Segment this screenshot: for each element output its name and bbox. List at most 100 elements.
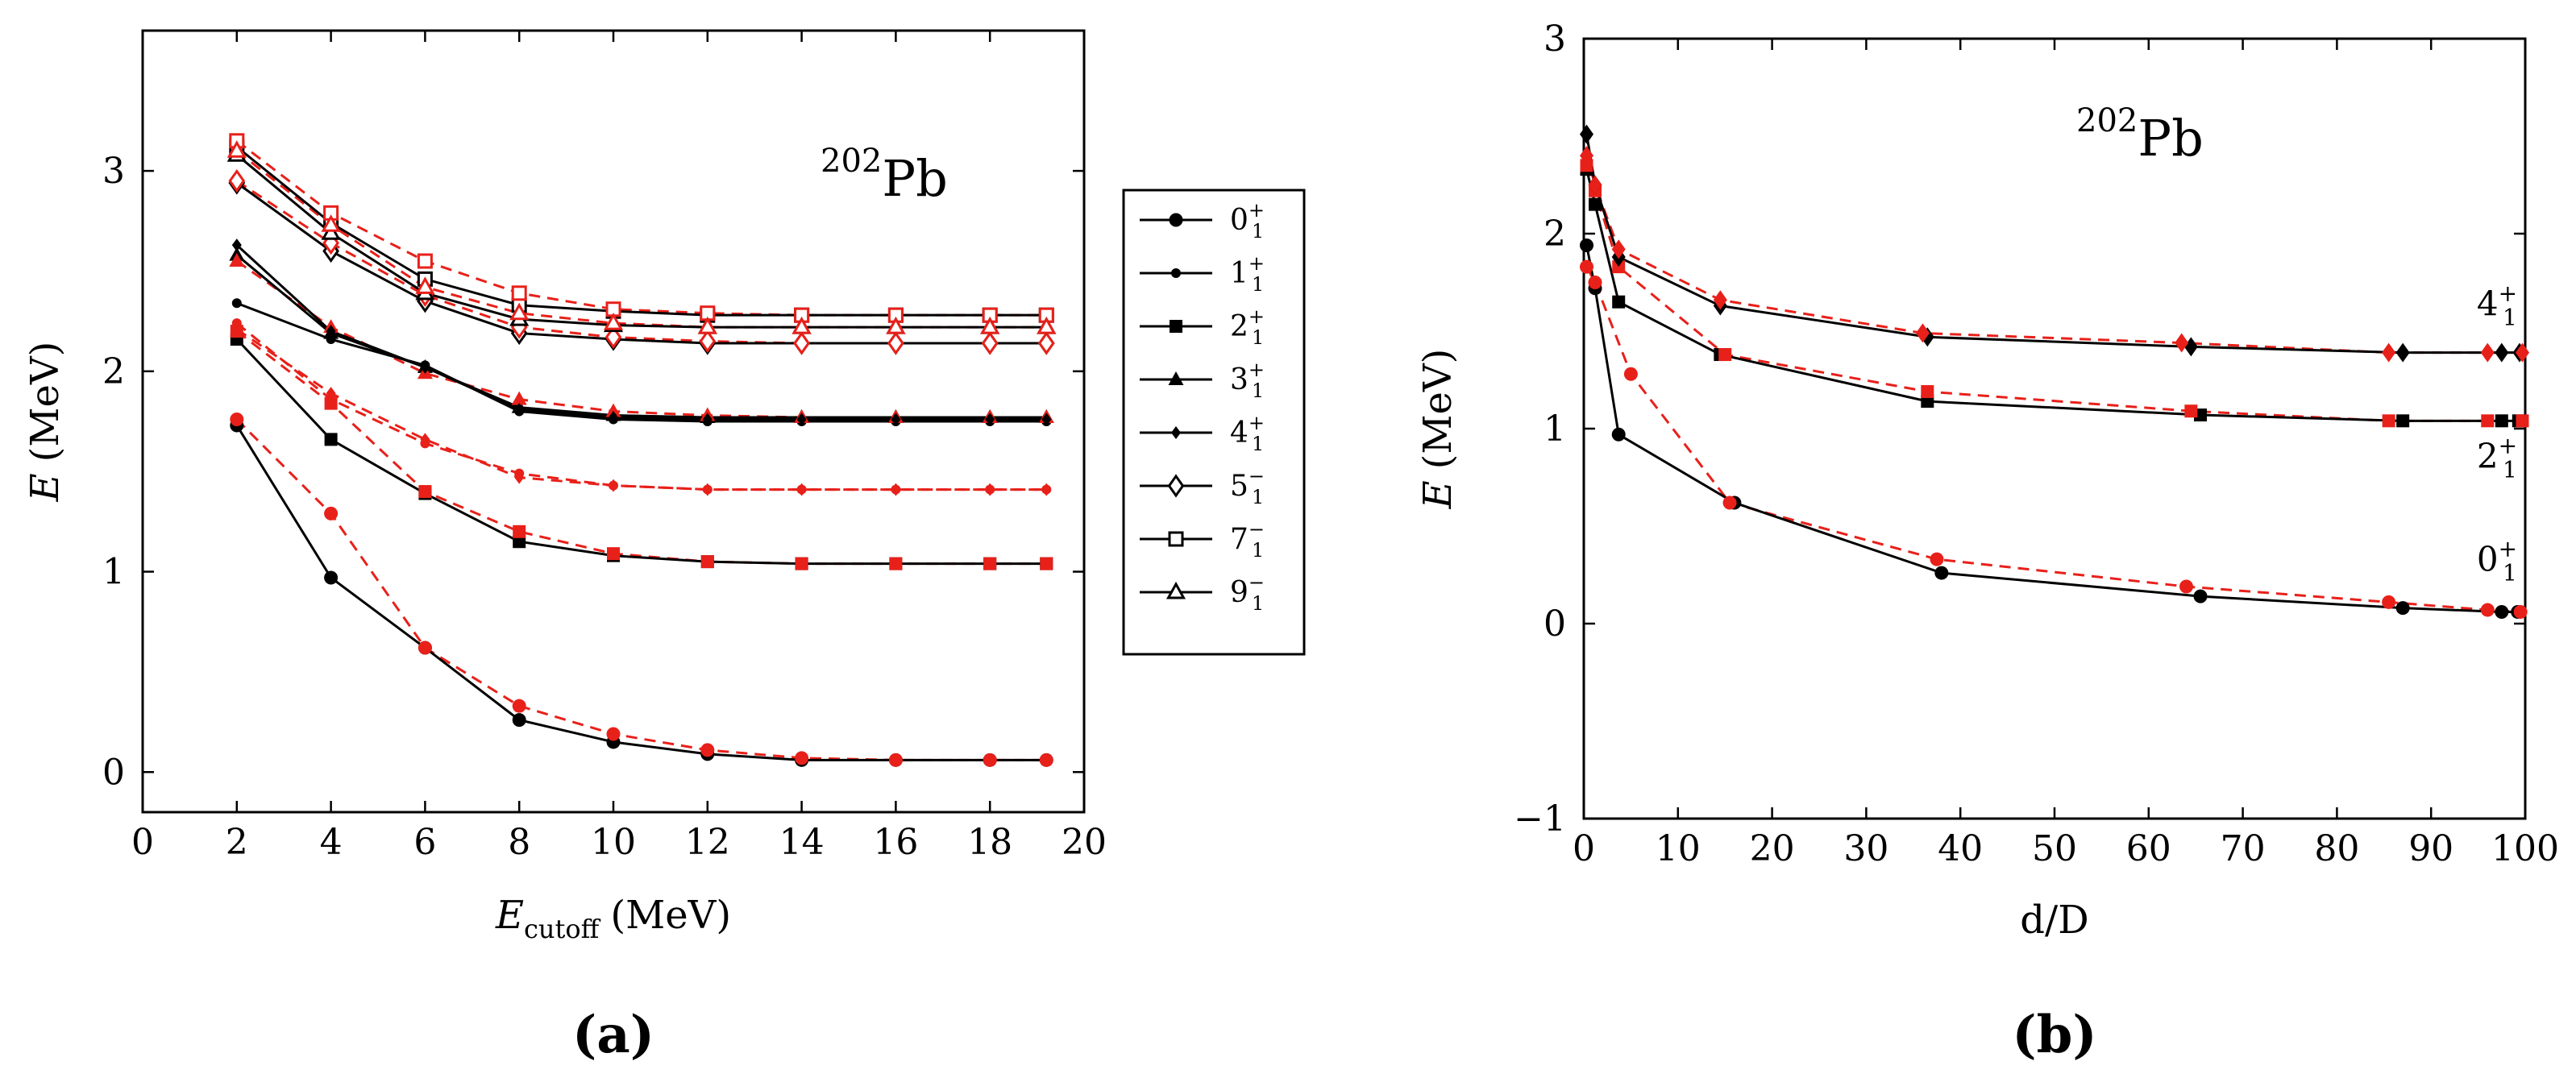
- legend-label-3: 3+ 1: [1230, 359, 1265, 402]
- state-4-red-point: [2175, 333, 2189, 353]
- series-2-red-point: [418, 485, 432, 499]
- series-4-black-point: [796, 413, 807, 426]
- panel-a-x-tick-label: 10: [591, 822, 636, 863]
- panel-a-annotation: 202Pb: [821, 143, 948, 208]
- panel-a-x-tick-label: 6: [413, 822, 436, 863]
- legend-label-2: 2+ 1: [1230, 305, 1265, 349]
- state-0-red-point: [1722, 496, 1737, 510]
- state-2-red-point: [1921, 385, 1934, 399]
- series-0-red-point: [700, 743, 715, 757]
- panel-b-x-tick-label: 90: [2408, 828, 2453, 869]
- state-4-red-point: [1588, 175, 1602, 195]
- panel-a-label: (a): [572, 1005, 654, 1065]
- series-4-red-point: [1041, 483, 1052, 496]
- state-0-black-point: [2193, 589, 2208, 603]
- series-7-red-point: [417, 253, 433, 269]
- legend-marker-3: [1168, 371, 1184, 385]
- series-9-black-line: [235, 154, 1047, 329]
- series-0-red-point: [324, 506, 339, 520]
- series-4-red-point: [702, 483, 713, 496]
- series-4-red-point: [609, 479, 618, 492]
- series-1-black-point: [231, 298, 242, 309]
- panel-b-y-tick-label: 0: [1544, 603, 1566, 645]
- panel-a-y-tick-label: 2: [102, 351, 125, 392]
- legend-marker-2: [1170, 320, 1182, 333]
- series-3-red-point: [229, 253, 245, 267]
- panel-b-x-tick-label: 70: [2221, 828, 2266, 869]
- panel-b-x-tick-label: 60: [2126, 828, 2171, 869]
- panel-b-annotation: 202Pb: [2076, 102, 2204, 168]
- state-label-0: 0+ 1: [2477, 536, 2517, 587]
- series-9-red-point: [415, 276, 435, 294]
- panel-b-y-tick-label: 2: [1544, 214, 1566, 255]
- series-4-red-point: [891, 483, 901, 496]
- state-0-red-point: [2382, 595, 2396, 609]
- state-2-black-point: [2396, 414, 2410, 428]
- panel-a-x-tick-label: 20: [1062, 822, 1107, 863]
- panel-a-legend: 0+ 1 1+ 1 2+ 1 3+ 1 4+ 1 5− 1 7− 1 9− 1: [1122, 189, 1306, 656]
- series-4-red-line: [235, 328, 1047, 491]
- series-4-black-point: [891, 413, 901, 426]
- panel-b-x-tick-label: 100: [2491, 828, 2559, 869]
- panel-a-x-tick-label: 8: [508, 822, 530, 863]
- series-0-red-point: [512, 699, 526, 713]
- legend-label-7: 7− 1: [1230, 518, 1265, 562]
- legend-frame: [1122, 189, 1306, 656]
- panel-a-x-tick-label: 12: [685, 822, 730, 863]
- series-5-red-point: [699, 329, 717, 354]
- panel-a-x-tick-label: 2: [226, 822, 248, 863]
- series-5-red-point: [793, 331, 810, 355]
- state-4-red-point: [2480, 342, 2495, 363]
- series-0-red-point: [418, 641, 432, 655]
- state-0-red-point: [1588, 276, 1602, 289]
- legend-label-0: 0+ 1: [1230, 199, 1265, 243]
- series-2-red-point: [324, 396, 338, 410]
- state-4-red-point: [1713, 290, 1727, 310]
- series-5-black-line: [235, 181, 1047, 345]
- series-5-red-point: [605, 325, 622, 350]
- panel-b-x-tick-label: 10: [1656, 828, 1701, 869]
- state-0-black-point: [1611, 427, 1626, 442]
- legend-marker-0: [1169, 213, 1183, 227]
- state-2-black-point: [1921, 395, 1934, 408]
- legend-label-1: 1+ 1: [1230, 252, 1265, 296]
- series-9-red-point: [886, 317, 906, 334]
- panel-a-series: [226, 133, 1057, 767]
- state-0-red-point: [2179, 579, 2194, 594]
- panel-b-series: [1580, 124, 2529, 619]
- series-4-black-point: [985, 413, 995, 426]
- series-3-red-point: [605, 403, 621, 417]
- panel-a-x-tick-label: 0: [131, 822, 154, 863]
- series-4-black-point: [1041, 413, 1052, 426]
- state-2-black-point: [1612, 295, 1626, 309]
- series-5-red-point: [228, 168, 246, 193]
- legend-label-4: 4+ 1: [1230, 412, 1265, 455]
- series-0-red-point: [888, 753, 903, 767]
- state-4-red-point: [2515, 342, 2529, 363]
- panel-a-x-tick-label: 14: [779, 822, 825, 863]
- series-4-red-point: [796, 483, 807, 496]
- series-0-red-point: [983, 753, 997, 767]
- series-4-black-line: [235, 244, 1047, 421]
- series-4-red-point: [420, 433, 430, 446]
- series-4-black-point: [231, 238, 242, 252]
- series-2-red-point: [1040, 557, 1053, 570]
- state-4-black-point: [2495, 342, 2509, 363]
- state-0-red-point: [2513, 604, 2528, 619]
- series-4-black-point: [420, 360, 430, 374]
- legend-marker-7: [1168, 531, 1184, 547]
- series-9-red-point: [226, 140, 247, 158]
- state-0-red-point: [1623, 367, 1638, 381]
- panel-b-x-tick-label: 20: [1750, 828, 1795, 869]
- state-4-red-point: [1915, 323, 1930, 343]
- panel-b-y-tick-label: 1: [1544, 408, 1566, 450]
- legend-marker-5: [1167, 474, 1185, 498]
- state-2-black-point: [2495, 414, 2508, 428]
- legend-marker-4: [1171, 426, 1181, 439]
- series-2-red-point: [889, 557, 903, 570]
- state-2-red-point: [1718, 348, 1732, 362]
- panel-a-y-axis-label: E(MeV): [23, 342, 68, 503]
- state-0-black-point: [2495, 604, 2509, 619]
